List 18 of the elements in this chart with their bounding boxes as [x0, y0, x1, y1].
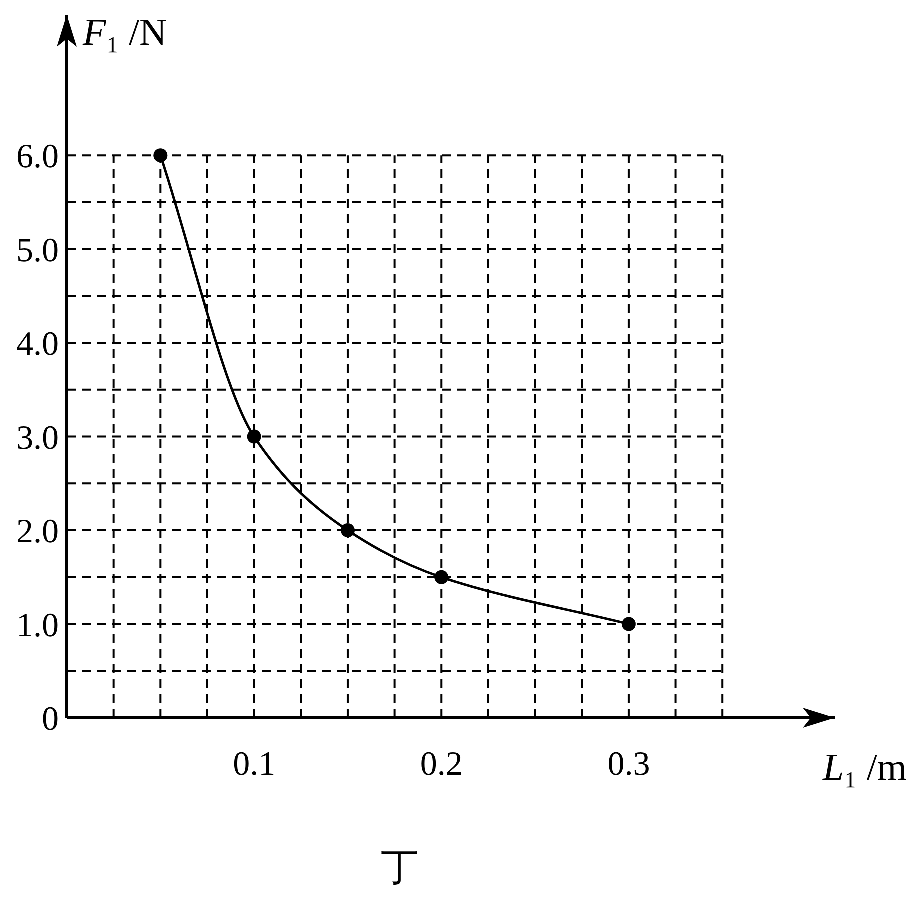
point [434, 570, 449, 584]
point [247, 430, 262, 444]
point [622, 617, 636, 632]
y-tick-label: 0 [42, 701, 59, 738]
annotation: 丁 [381, 847, 419, 889]
y-tick-label: 3.0 [16, 420, 59, 457]
x-tick-label: 0.3 [608, 746, 650, 783]
y-tick-label: 4.0 [16, 326, 59, 364]
x-tick-label: 0.2 [420, 746, 463, 783]
y-tick-label: 6.0 [16, 138, 59, 176]
ylabel: F₁ /N [83, 12, 167, 54]
y-tick-label: 1.0 [16, 607, 59, 644]
x-tick-label: 0.1 [233, 746, 276, 783]
point [154, 148, 168, 163]
y-tick-label: 5.0 [16, 232, 59, 270]
point [340, 524, 355, 538]
xlabel: L₁ /m [822, 747, 907, 789]
y-tick-label: 2.0 [16, 514, 59, 551]
